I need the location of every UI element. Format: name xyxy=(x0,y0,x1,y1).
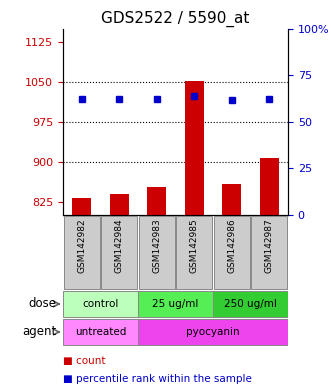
Text: GSM142986: GSM142986 xyxy=(227,218,236,273)
Text: GSM142987: GSM142987 xyxy=(265,218,274,273)
Text: 250 ug/ml: 250 ug/ml xyxy=(224,299,277,309)
Text: GSM142982: GSM142982 xyxy=(77,218,86,273)
FancyBboxPatch shape xyxy=(138,319,288,345)
FancyBboxPatch shape xyxy=(63,291,138,317)
FancyBboxPatch shape xyxy=(139,216,175,289)
Bar xyxy=(185,81,204,215)
Text: control: control xyxy=(82,299,118,309)
Text: untreated: untreated xyxy=(75,327,126,337)
FancyBboxPatch shape xyxy=(213,291,288,317)
FancyBboxPatch shape xyxy=(251,216,287,289)
Bar xyxy=(110,194,128,215)
FancyBboxPatch shape xyxy=(101,216,137,289)
Bar xyxy=(147,187,166,215)
Text: 25 ug/ml: 25 ug/ml xyxy=(152,299,199,309)
Text: GSM142984: GSM142984 xyxy=(115,218,124,273)
FancyBboxPatch shape xyxy=(63,319,138,345)
FancyBboxPatch shape xyxy=(138,291,213,317)
Title: GDS2522 / 5590_at: GDS2522 / 5590_at xyxy=(101,11,250,27)
Text: pyocyanin: pyocyanin xyxy=(186,327,240,337)
Text: GSM142983: GSM142983 xyxy=(152,218,161,273)
FancyBboxPatch shape xyxy=(64,216,100,289)
FancyBboxPatch shape xyxy=(214,216,250,289)
Text: ■ count: ■ count xyxy=(63,356,105,366)
Text: dose: dose xyxy=(28,298,56,310)
Bar xyxy=(222,184,241,215)
Text: GSM142985: GSM142985 xyxy=(190,218,199,273)
FancyBboxPatch shape xyxy=(176,216,212,289)
Bar xyxy=(260,157,279,215)
Text: agent: agent xyxy=(22,326,56,338)
Bar xyxy=(72,198,91,215)
Text: ■ percentile rank within the sample: ■ percentile rank within the sample xyxy=(63,374,252,384)
